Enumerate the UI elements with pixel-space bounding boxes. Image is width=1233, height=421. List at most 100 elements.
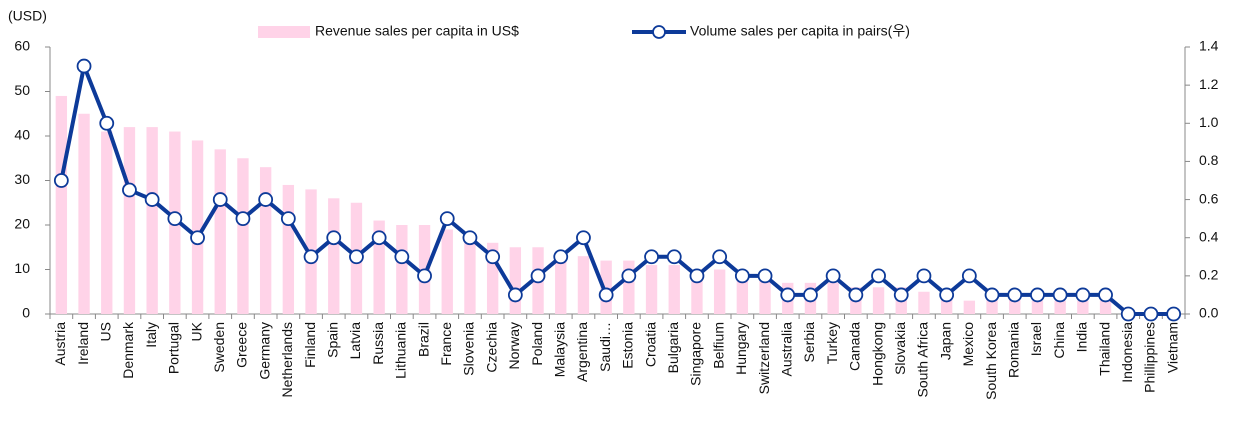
y2-tick-label: 0.8 xyxy=(1199,152,1219,168)
line-marker xyxy=(258,192,274,207)
line-marker xyxy=(734,268,750,284)
bar xyxy=(214,149,226,314)
legend-swatch xyxy=(258,26,310,38)
y2-tick-label: 0.2 xyxy=(1199,267,1219,283)
x-tick-label: Japan xyxy=(937,322,953,360)
bar xyxy=(373,220,385,314)
line-marker xyxy=(530,268,546,284)
bar xyxy=(123,127,136,314)
line-marker xyxy=(1166,306,1182,322)
bar xyxy=(940,291,953,314)
bar xyxy=(78,113,90,314)
line-marker xyxy=(326,230,342,246)
y-tick-label: 0 xyxy=(22,305,30,321)
x-tick-label: Germany xyxy=(256,322,272,380)
bar xyxy=(555,251,567,314)
bar xyxy=(441,229,453,314)
x-tick-label: Phillippines xyxy=(1142,322,1158,393)
y2-tick-label: 0.6 xyxy=(1199,190,1219,206)
x-tick-label: Czechia xyxy=(483,322,499,373)
x-tick-label: France xyxy=(438,322,454,366)
bar xyxy=(623,260,635,314)
line-marker xyxy=(371,230,387,246)
y-tick-label: 20 xyxy=(14,216,30,232)
line-marker xyxy=(99,115,115,131)
x-tick-label: Hungary xyxy=(733,322,749,375)
bar xyxy=(668,265,680,314)
bar xyxy=(101,131,113,314)
x-tick-label: Portugal xyxy=(166,322,182,374)
x-tick-label: Norway xyxy=(506,322,522,369)
bar xyxy=(1054,300,1066,314)
x-tick-label: Lithuania xyxy=(393,322,409,379)
x-tick-label: India xyxy=(1074,322,1090,353)
line-marker xyxy=(394,249,410,265)
bar xyxy=(1031,300,1044,314)
line-marker xyxy=(666,249,682,265)
x-tick-label: Romania xyxy=(1005,322,1021,378)
line-marker xyxy=(144,192,160,207)
line-marker xyxy=(1098,287,1113,303)
line-marker xyxy=(349,249,364,265)
bar xyxy=(396,225,408,314)
bar xyxy=(237,158,249,314)
x-tick-label: South Africa xyxy=(915,322,931,398)
line-marker xyxy=(984,287,1000,303)
x-tick-label: Greece xyxy=(234,322,250,368)
bar xyxy=(282,184,295,314)
bar xyxy=(191,140,204,314)
line-marker xyxy=(825,268,841,284)
bar xyxy=(1077,300,1089,314)
line-marker xyxy=(485,249,501,265)
x-tick-label: Netherlands xyxy=(279,322,295,398)
bar xyxy=(509,247,522,314)
line-marker xyxy=(803,287,818,303)
bar xyxy=(713,269,726,314)
x-tick-label: Canada xyxy=(847,322,863,371)
x-tick-label: Ireland xyxy=(75,322,91,365)
line-marker xyxy=(417,268,432,284)
bar xyxy=(759,278,771,314)
bar xyxy=(1099,300,1112,314)
bar xyxy=(918,291,930,314)
y2-tick-label: 1.0 xyxy=(1199,114,1219,130)
x-tick-label: Italy xyxy=(143,322,159,348)
legend-marker xyxy=(652,25,666,39)
x-tick-label: Slovakia xyxy=(892,322,908,375)
y-tick-label: 60 xyxy=(14,38,30,54)
line-marker xyxy=(939,287,955,303)
bar xyxy=(486,242,499,314)
line-marker xyxy=(1143,306,1159,322)
y2-tick-label: 0.4 xyxy=(1199,228,1219,244)
x-tick-label: Brazil xyxy=(415,322,431,357)
line-marker xyxy=(757,268,773,284)
bar xyxy=(146,127,158,314)
line-marker xyxy=(961,268,977,284)
line-marker xyxy=(167,211,183,227)
line-marker xyxy=(780,287,796,303)
line-marker xyxy=(621,268,637,284)
x-tick-label: Estonia xyxy=(620,322,636,369)
x-tick-label: Austria xyxy=(52,322,68,366)
line-marker xyxy=(871,268,886,284)
bar xyxy=(963,300,976,314)
y2-tick-label: 1.2 xyxy=(1199,76,1219,92)
line-marker xyxy=(235,211,251,227)
line-marker xyxy=(553,249,569,265)
line-marker xyxy=(1030,287,1045,303)
bar xyxy=(328,198,340,314)
line-marker xyxy=(1075,287,1091,303)
line-marker xyxy=(576,230,591,246)
x-tick-label: Latvia xyxy=(347,322,363,360)
y-axis-label: (USD) xyxy=(8,8,47,24)
line-marker xyxy=(507,287,523,303)
line-marker xyxy=(644,249,659,265)
line-marker xyxy=(712,249,728,265)
line-marker xyxy=(212,192,228,207)
line-marker xyxy=(1052,287,1068,303)
y2-tick-label: 1.4 xyxy=(1199,38,1219,54)
bar xyxy=(736,273,749,314)
x-tick-label: Denmark xyxy=(120,321,136,379)
x-tick-label: Bulgaria xyxy=(665,322,681,374)
x-tick-label: Mexico xyxy=(960,322,976,367)
